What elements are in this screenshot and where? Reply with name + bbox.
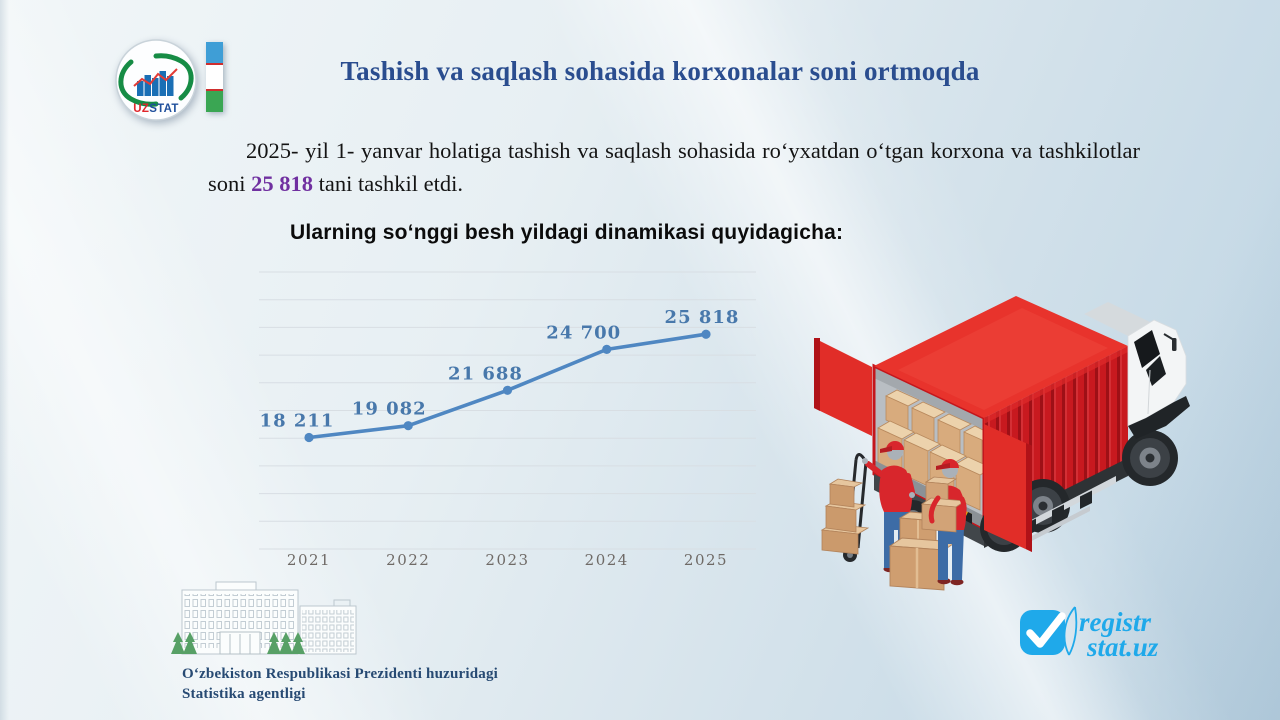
data-label-2023: 21 688 — [448, 363, 523, 384]
logo-green-swoosh-icon — [118, 53, 194, 107]
leaf-icon — [1063, 606, 1078, 656]
truck-illustration — [814, 296, 1190, 591]
wheel-front — [1122, 430, 1178, 486]
logo-stat-text: STAT — [149, 103, 179, 115]
intro-highlight-number: 25 818 — [251, 171, 314, 196]
checkmark-icon — [1026, 612, 1066, 648]
page-title: Tashish va saqlash sohasida korxonalar s… — [340, 56, 980, 86]
side-mirror-icon — [1163, 333, 1177, 351]
data-point-2022 — [403, 421, 413, 431]
data-label-2022: 19 082 — [352, 399, 427, 420]
truck-right-door — [984, 424, 1032, 552]
axis-label-2021: 2021 — [287, 551, 331, 569]
brand-line2: stat.uz — [1086, 632, 1159, 662]
dynamics-chart: 18 211 2021 19 082 2022 21 688 2023 24 700 2024… — [259, 271, 756, 569]
windshield — [1134, 330, 1160, 368]
axis-label-2023: 2023 — [485, 551, 529, 569]
uzstat-logo: UZSTAT — [115, 39, 197, 121]
data-point-2025 — [701, 329, 711, 339]
logo-wordmark: UZSTAT — [133, 103, 178, 115]
uzbekistan-flag-icon — [206, 42, 223, 112]
agency-building-illustration — [171, 581, 357, 655]
cab-roof — [1084, 302, 1150, 336]
axis-label-2022: 2022 — [386, 551, 430, 569]
logo-bars-icon — [137, 71, 174, 96]
truck-container-top-sheen — [898, 308, 1108, 410]
data-label-2021: 18 211 — [260, 411, 335, 432]
logo-trend-icon — [133, 68, 178, 87]
intro-paragraph: 2025- yil 1- yanvar holatiga tashish va … — [208, 134, 1140, 200]
axis-label-2024: 2024 — [585, 551, 629, 569]
data-point-2023 — [502, 385, 513, 395]
trolley-boxes — [820, 478, 870, 555]
data-label-2025: 25 818 — [665, 307, 740, 328]
intro-text-after: tani tashkil etdi. — [313, 171, 463, 196]
agency-name: Oʻzbekiston Respublikasi Prezidenti huzu… — [182, 664, 602, 704]
data-point-2021 — [304, 432, 314, 443]
side-window — [1146, 356, 1166, 386]
data-point-2024 — [602, 344, 612, 354]
chart-heading: Ularning soʻnggi besh yildagi dinamikasi… — [290, 221, 844, 244]
logo-uz-text: UZ — [133, 103, 149, 115]
agency-name-line2: Statistika agentligi — [182, 686, 306, 702]
agency-name-line1: Oʻzbekiston Respublikasi Prezidenti huzu… — [182, 666, 499, 682]
worker-carrying-box — [920, 459, 967, 586]
side-step-rails — [1012, 476, 1116, 547]
intro-text-before: 2025- yil 1- yanvar holatiga tashish va … — [208, 138, 1140, 196]
truck-cab — [1127, 319, 1190, 439]
truck-left-door — [814, 338, 872, 436]
registr-statuz-logo: registr stat.uz — [1020, 606, 1159, 662]
axis-label-2025: 2025 — [684, 551, 728, 569]
data-label-2024: 24 700 — [546, 322, 621, 343]
brand-line1: registr — [1079, 607, 1152, 637]
front-bumper — [1128, 396, 1190, 439]
trees — [171, 632, 305, 654]
